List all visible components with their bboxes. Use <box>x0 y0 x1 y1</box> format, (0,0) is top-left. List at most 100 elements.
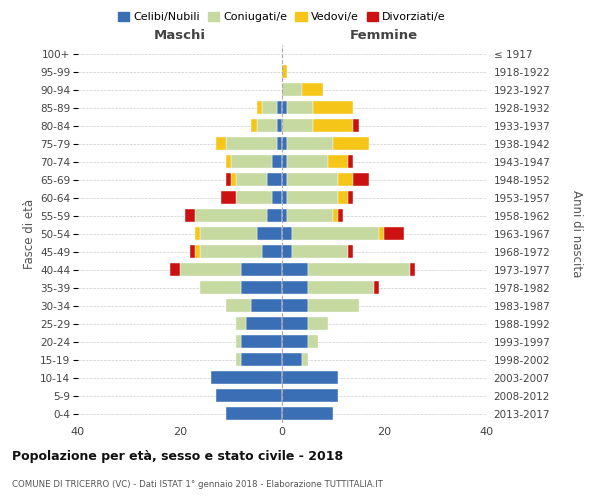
Bar <box>226 138 277 150</box>
Bar <box>200 246 262 258</box>
Bar <box>196 210 267 222</box>
Bar <box>287 138 333 150</box>
Bar <box>277 138 282 150</box>
Bar <box>282 66 287 78</box>
Bar <box>313 120 353 132</box>
Bar <box>410 263 415 276</box>
Bar <box>308 299 359 312</box>
Bar <box>170 263 180 276</box>
Bar <box>247 317 282 330</box>
Bar <box>257 102 262 114</box>
Bar <box>287 192 338 204</box>
Bar <box>236 335 241 348</box>
Bar <box>241 281 282 294</box>
Bar <box>349 246 353 258</box>
Bar <box>282 407 333 420</box>
Bar <box>282 228 292 240</box>
Bar <box>262 102 277 114</box>
Bar <box>190 246 196 258</box>
Bar <box>292 228 379 240</box>
Bar <box>282 263 308 276</box>
Bar <box>282 353 302 366</box>
Bar <box>384 228 404 240</box>
Bar <box>282 246 292 258</box>
Bar <box>221 192 236 204</box>
Bar <box>267 210 282 222</box>
Bar <box>236 174 267 186</box>
Bar <box>180 263 241 276</box>
Bar <box>313 102 353 114</box>
Bar <box>302 353 308 366</box>
Bar <box>282 120 313 132</box>
Bar <box>277 102 282 114</box>
Bar <box>308 281 374 294</box>
Bar <box>282 299 308 312</box>
Bar <box>292 246 349 258</box>
Bar <box>272 156 282 168</box>
Bar <box>267 174 282 186</box>
Bar <box>241 263 282 276</box>
Bar <box>272 192 282 204</box>
Bar <box>353 174 369 186</box>
Bar <box>282 389 338 402</box>
Bar <box>241 335 282 348</box>
Y-axis label: Fasce di età: Fasce di età <box>23 198 36 269</box>
Bar <box>349 156 353 168</box>
Bar <box>200 281 241 294</box>
Legend: Celibi/Nubili, Coniugati/e, Vedovi/e, Divorziati/e: Celibi/Nubili, Coniugati/e, Vedovi/e, Di… <box>114 7 450 26</box>
Bar <box>333 210 338 222</box>
Bar <box>282 174 287 186</box>
Bar <box>185 210 196 222</box>
Text: Femmine: Femmine <box>350 30 418 43</box>
Bar <box>226 407 282 420</box>
Bar <box>236 192 272 204</box>
Bar <box>338 210 343 222</box>
Bar <box>251 120 257 132</box>
Bar <box>287 156 328 168</box>
Bar <box>282 317 308 330</box>
Bar <box>282 192 287 204</box>
Bar <box>308 263 410 276</box>
Bar <box>236 353 241 366</box>
Bar <box>282 210 287 222</box>
Bar <box>226 174 231 186</box>
Text: Popolazione per età, sesso e stato civile - 2018: Popolazione per età, sesso e stato civil… <box>12 450 343 463</box>
Bar <box>302 84 323 96</box>
Bar <box>287 210 333 222</box>
Bar <box>282 281 308 294</box>
Text: COMUNE DI TRICERRO (VC) - Dati ISTAT 1° gennaio 2018 - Elaborazione TUTTITALIA.I: COMUNE DI TRICERRO (VC) - Dati ISTAT 1° … <box>12 480 383 489</box>
Bar <box>257 228 282 240</box>
Bar <box>277 120 282 132</box>
Bar <box>287 102 313 114</box>
Bar <box>241 353 282 366</box>
Bar <box>308 317 328 330</box>
Bar <box>338 192 349 204</box>
Text: Maschi: Maschi <box>154 30 206 43</box>
Bar <box>374 281 379 294</box>
Bar <box>216 389 282 402</box>
Bar <box>333 138 369 150</box>
Bar <box>216 138 226 150</box>
Bar <box>282 138 287 150</box>
Bar <box>282 335 308 348</box>
Bar <box>211 371 282 384</box>
Bar <box>257 120 277 132</box>
Bar <box>328 156 349 168</box>
Bar <box>308 335 318 348</box>
Bar <box>226 299 251 312</box>
Bar <box>251 299 282 312</box>
Bar <box>262 246 282 258</box>
Bar <box>231 174 236 186</box>
Y-axis label: Anni di nascita: Anni di nascita <box>570 190 583 278</box>
Bar <box>282 84 302 96</box>
Bar <box>379 228 384 240</box>
Bar <box>349 192 353 204</box>
Bar <box>200 228 257 240</box>
Bar <box>226 156 231 168</box>
Bar <box>353 120 359 132</box>
Bar <box>338 174 353 186</box>
Bar <box>196 228 200 240</box>
Bar <box>231 156 272 168</box>
Bar <box>287 174 338 186</box>
Bar <box>282 102 287 114</box>
